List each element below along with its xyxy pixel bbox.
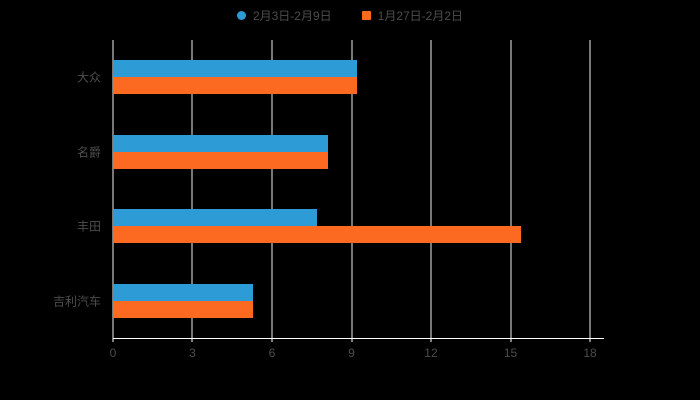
category-row: 大众 — [77, 40, 590, 115]
bar-series-0 — [113, 283, 254, 301]
x-axis-tick-label: 15 — [503, 346, 518, 360]
x-axis-tick-label: 12 — [424, 346, 438, 360]
bar-series-0 — [113, 134, 328, 152]
bar-group — [113, 283, 590, 318]
legend-marker-icon — [361, 11, 371, 20]
gridline — [510, 40, 511, 338]
gridline — [112, 40, 114, 338]
bar-series-1 — [113, 226, 522, 244]
x-axis-tick — [351, 338, 352, 342]
x-axis-tick-label: 6 — [268, 346, 276, 360]
x-axis-tick — [430, 338, 432, 342]
category-label: 丰田 — [76, 219, 101, 234]
plot-area: 0 3 6 9 12 15 18 大众名爵丰田吉利汽车 — [53, 40, 604, 359]
category-row: 吉利汽车 — [53, 264, 590, 339]
category-row: 丰田 — [77, 189, 590, 264]
gridline — [191, 40, 193, 338]
bar-series-1 — [113, 77, 357, 95]
bar-series-0 — [113, 209, 318, 227]
x-axis-tick — [112, 338, 114, 342]
bar-series-1 — [113, 151, 328, 169]
chart-legend: 2月3日-2月9日 1月27日-2月2日 — [0, 7, 700, 24]
x-axis-tick-label: 9 — [348, 346, 355, 360]
bar-group — [113, 209, 590, 244]
gridline — [589, 40, 591, 338]
gridline — [351, 40, 352, 338]
x-axis-tick — [589, 338, 591, 342]
bar-group — [113, 60, 590, 95]
category-label: 大众 — [76, 70, 101, 85]
category-label: 吉利汽车 — [52, 294, 101, 309]
x-axis-tick-label: 3 — [189, 346, 196, 360]
x-axis-line — [113, 338, 604, 339]
category-label: 名爵 — [76, 145, 101, 160]
gridline — [271, 40, 273, 338]
category-row: 名爵 — [77, 115, 590, 190]
legend-item-1[interactable]: 1月27日-2月2日 — [361, 7, 464, 24]
x-axis-tick — [271, 338, 273, 342]
bar-series-0 — [113, 60, 357, 78]
legend-marker-icon — [236, 11, 246, 20]
x-axis-tick-label: 0 — [109, 346, 117, 360]
gridline — [430, 40, 432, 338]
legend-item-0[interactable]: 2月3日-2月9日 — [236, 7, 332, 24]
bar-group — [113, 134, 590, 169]
x-axis-tick-label: 18 — [583, 346, 597, 360]
legend-label: 1月27日-2月2日 — [377, 9, 464, 23]
legend-label: 2月3日-2月9日 — [252, 9, 332, 23]
bar-series-1 — [113, 300, 254, 318]
x-axis-tick — [510, 338, 511, 342]
x-axis-tick — [191, 338, 193, 342]
